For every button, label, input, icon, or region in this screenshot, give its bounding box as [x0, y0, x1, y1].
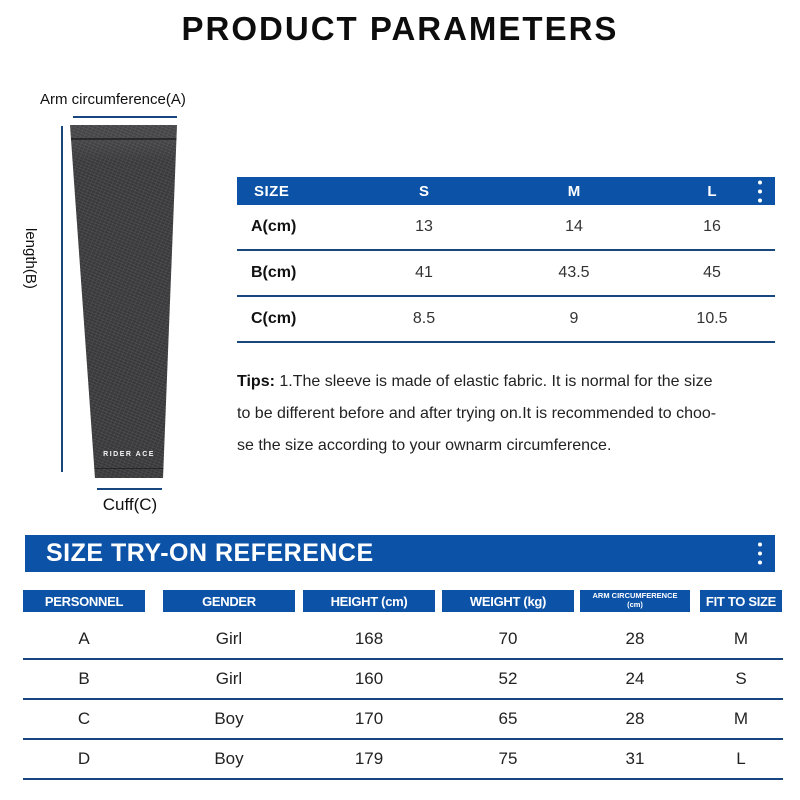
- size-header-label: SIZE: [254, 182, 290, 200]
- sleeve-cuff-seam: [87, 468, 168, 469]
- cell: 13: [415, 218, 433, 235]
- more-options-icon[interactable]: [758, 178, 762, 205]
- reference-table-body: A Girl 168 70 28 M B Girl 160 52 24 S C …: [23, 620, 783, 780]
- size-try-on-banner: SIZE TRY-ON REFERENCE: [25, 535, 775, 572]
- cell: 70: [498, 629, 518, 648]
- cell: 160: [354, 669, 384, 688]
- cell: M: [733, 629, 749, 648]
- cell: 16: [703, 218, 721, 235]
- header-weight: WEIGHT (kg): [442, 590, 574, 612]
- cuff-measure-line: [97, 488, 162, 490]
- cell: 179: [354, 749, 384, 768]
- cell: 170: [354, 709, 384, 728]
- cell: 8.5: [412, 310, 436, 327]
- size-col-l: L: [707, 182, 717, 200]
- row-label: B(cm): [251, 264, 297, 281]
- size-table-header: SIZE S M L: [237, 177, 775, 205]
- banner-title: SIZE TRY-ON REFERENCE: [46, 539, 374, 567]
- cell: B: [78, 669, 90, 688]
- size-table: SIZE S M L A(cm) 13 14 16 B(cm) 41 43.5 …: [237, 177, 775, 343]
- header-personnel: PERSONNEL: [23, 590, 145, 612]
- cell: C: [77, 709, 91, 728]
- cell: 28: [625, 709, 645, 728]
- tips-label: Tips:: [237, 373, 275, 390]
- size-col-m: M: [567, 182, 581, 200]
- sleeve-top-seam: [69, 138, 178, 140]
- header-height: HEIGHT (cm): [303, 590, 435, 612]
- cell: 52: [498, 669, 518, 688]
- cell: 24: [625, 669, 645, 688]
- cell: 45: [703, 264, 721, 281]
- table-row: C Boy 170 65 28 M: [23, 700, 783, 740]
- cell: 14: [565, 218, 583, 235]
- cell: A: [78, 629, 90, 648]
- table-row: B(cm) 41 43.5 45: [237, 251, 775, 297]
- more-options-icon[interactable]: [758, 540, 762, 567]
- arm-circumference-measure-line: [73, 116, 177, 118]
- tips-paragraph: Tips: 1.The sleeve is made of elastic fa…: [237, 366, 797, 462]
- size-reference-table: PERSONNEL GENDER HEIGHT (cm) WEIGHT (kg)…: [23, 590, 783, 780]
- table-row: C(cm) 8.5 9 10.5: [237, 297, 775, 343]
- cell: L: [736, 749, 746, 768]
- cell: Boy: [214, 709, 244, 728]
- cell: 43.5: [558, 264, 590, 281]
- cuff-label: Cuff(C): [102, 495, 158, 514]
- page-title: PRODUCT PARAMETERS: [181, 10, 619, 47]
- cell: Girl: [215, 669, 243, 688]
- cell: M: [733, 709, 749, 728]
- cell: 31: [625, 749, 645, 768]
- cell: S: [735, 669, 747, 688]
- cell: 65: [498, 709, 518, 728]
- table-row: D Boy 179 75 31 L: [23, 740, 783, 780]
- row-label: C(cm): [251, 310, 297, 327]
- table-row: A(cm) 13 14 16: [237, 205, 775, 251]
- header-gender: GENDER: [163, 590, 295, 612]
- brand-logo: RIDER ACE: [103, 451, 155, 458]
- cell: 10.5: [696, 310, 728, 327]
- cell: Boy: [214, 749, 244, 768]
- cell: Girl: [215, 629, 243, 648]
- size-col-s: S: [418, 182, 429, 200]
- tips-text: 1.The sleeve is made of elastic fabric. …: [237, 373, 717, 454]
- reference-table-header: PERSONNEL GENDER HEIGHT (cm) WEIGHT (kg)…: [23, 590, 783, 612]
- table-row: B Girl 160 52 24 S: [23, 660, 783, 700]
- length-measure-line: [61, 126, 63, 472]
- row-label: A(cm): [251, 218, 297, 235]
- cell: 9: [569, 310, 579, 327]
- table-row: A Girl 168 70 28 M: [23, 620, 783, 660]
- arm-sleeve-product-image: RIDER ACE: [69, 125, 178, 478]
- cell: 41: [415, 264, 433, 281]
- arm-circumference-label: Arm circumference(A): [40, 91, 186, 108]
- header-arm-circumference: ARM CIRCUMFERENCE (cm): [580, 590, 690, 612]
- cell: 28: [625, 629, 645, 648]
- cell: D: [77, 749, 91, 768]
- length-label: length(B): [22, 228, 39, 289]
- cell: 168: [354, 629, 384, 648]
- header-fit-to-size: FIT TO SIZE: [700, 590, 782, 612]
- cell: 75: [498, 749, 518, 768]
